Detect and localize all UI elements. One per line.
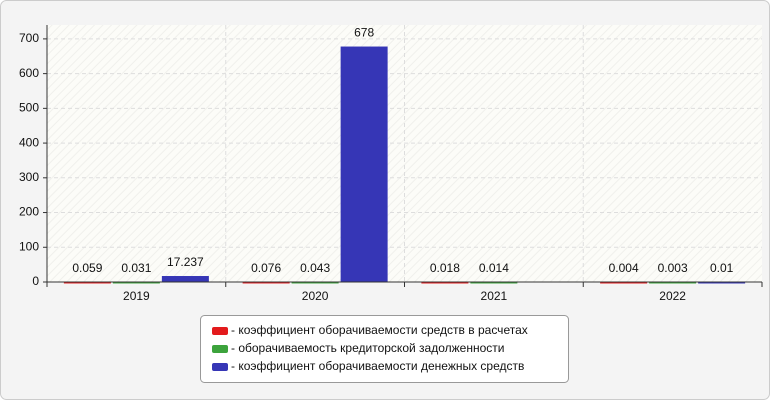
data-label: 0.014 xyxy=(479,261,509,275)
x-tick-label: 2021 xyxy=(481,289,508,303)
bar xyxy=(242,281,290,284)
data-label: 0.004 xyxy=(609,261,639,275)
data-label: 0.043 xyxy=(300,261,330,275)
legend-swatch xyxy=(212,345,228,353)
data-label: 0.059 xyxy=(72,261,102,275)
bar xyxy=(340,46,388,282)
data-label: 0.003 xyxy=(658,261,688,275)
x-tick-label: 2020 xyxy=(302,289,329,303)
legend-label: - коэффициент оборачиваемости средств в … xyxy=(231,323,528,337)
bar xyxy=(600,281,648,284)
bar xyxy=(649,281,697,284)
x-tick-label: 2019 xyxy=(123,289,150,303)
y-tick-label: 300 xyxy=(19,170,39,184)
bar xyxy=(291,281,339,284)
y-tick-label: 600 xyxy=(19,66,39,80)
legend-box xyxy=(200,315,569,383)
y-tick-label: 100 xyxy=(19,239,39,253)
x-tick-label: 2022 xyxy=(659,289,686,303)
bar xyxy=(161,276,209,282)
data-label: 0.018 xyxy=(430,261,460,275)
data-label: 0.031 xyxy=(121,261,151,275)
legend-label: - коэффициент оборачиваемости денежных с… xyxy=(231,359,524,373)
data-label: 678 xyxy=(354,26,374,40)
legend-swatch xyxy=(212,363,228,371)
bar xyxy=(698,281,746,284)
legend-label: - оборачиваемость кредиторской задолженн… xyxy=(231,341,504,355)
y-tick-label: 500 xyxy=(19,101,39,115)
bar xyxy=(63,281,111,284)
y-tick-label: 400 xyxy=(19,135,39,149)
data-label: 17.237 xyxy=(167,255,204,269)
bar xyxy=(470,281,518,284)
bar xyxy=(421,281,469,284)
legend-swatch xyxy=(212,327,228,335)
y-tick-label: 0 xyxy=(32,274,39,288)
y-tick-label: 200 xyxy=(19,205,39,219)
data-label: 0.076 xyxy=(251,261,281,275)
data-label: 0.01 xyxy=(710,261,734,275)
y-tick-label: 700 xyxy=(19,31,39,45)
bar xyxy=(112,281,160,284)
